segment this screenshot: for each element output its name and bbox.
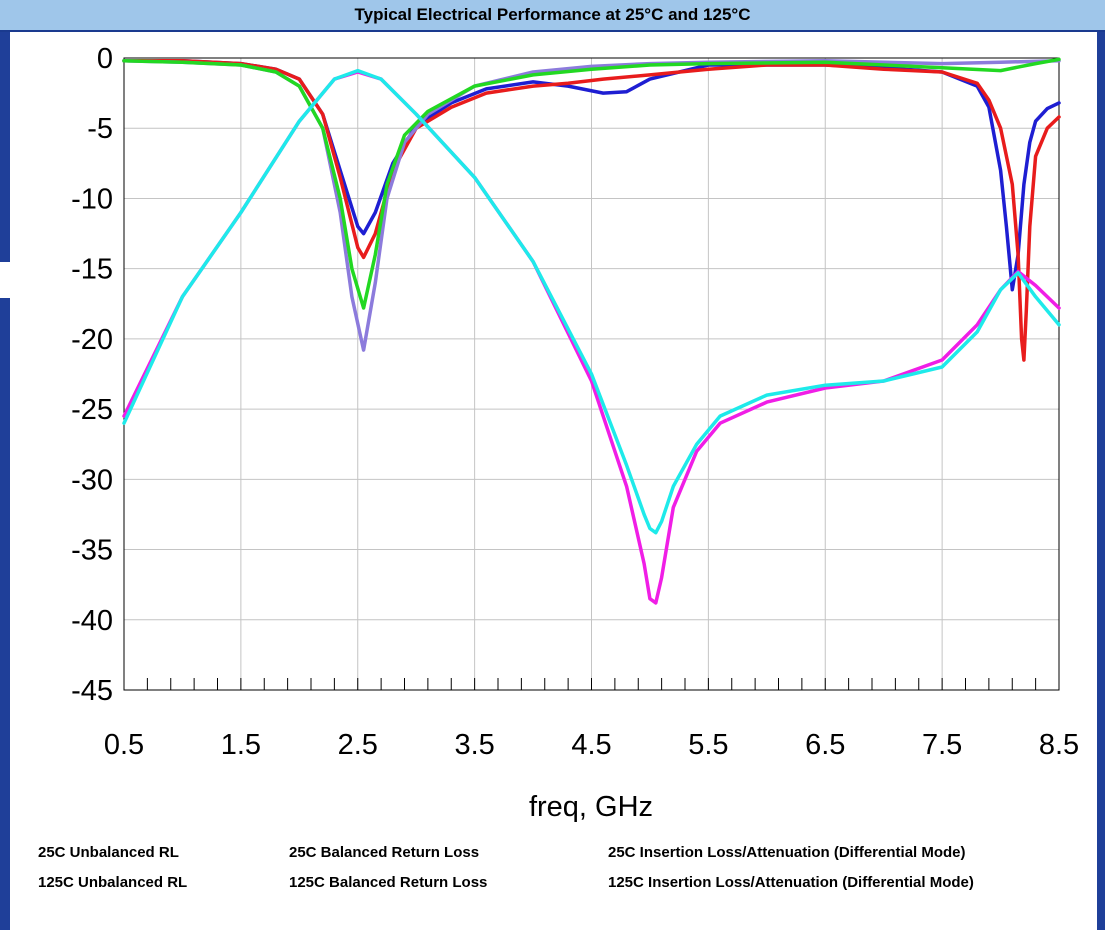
left-frame-stripe xyxy=(0,32,10,930)
legend-25c-balanced-return-loss: 25C Balanced Return Loss xyxy=(289,844,480,861)
y-tick-label: -40 xyxy=(71,605,113,637)
series-lines xyxy=(122,57,1061,605)
x-minor-ticks xyxy=(123,678,1060,690)
legend-125c-unbalanced-rl: 125C Unbalanced RL xyxy=(38,874,188,891)
y-tick-label: -30 xyxy=(71,464,113,496)
series-line-1 xyxy=(122,59,1061,362)
y-tick-label: -5 xyxy=(87,113,113,145)
x-tick-label: 4.5 xyxy=(571,729,611,761)
left-frame-gap xyxy=(0,262,10,298)
y-tick-label: -10 xyxy=(71,183,113,215)
x-axis-label: freq, GHz xyxy=(529,791,653,823)
x-tick-label: 7.5 xyxy=(922,729,962,761)
series-line-3 xyxy=(122,57,1061,310)
legend-25c-insertion-loss: 25C Insertion Loss/Attenuation (Differen… xyxy=(608,844,966,861)
legend-25c-unbalanced-rl: 25C Unbalanced RL xyxy=(38,844,179,861)
x-tick-label: 0.5 xyxy=(104,729,144,761)
x-tick-label: 8.5 xyxy=(1039,729,1079,761)
x-tick-label: 6.5 xyxy=(805,729,845,761)
y-tick-label: -25 xyxy=(71,394,113,426)
x-tick-label: 3.5 xyxy=(454,729,494,761)
y-tick-label: -15 xyxy=(71,254,113,286)
y-tick-label: -45 xyxy=(71,675,113,707)
y-tick-labels: 0 -5 -10 -15 -20 -25 -30 -35 -40 -45 xyxy=(71,43,113,707)
y-tick-label: 0 xyxy=(97,43,113,75)
x-tick-label: 1.5 xyxy=(221,729,261,761)
x-tick-label: 2.5 xyxy=(338,729,378,761)
y-tick-label: -20 xyxy=(71,324,113,356)
legend-125c-insertion-loss: 125C Insertion Loss/Attenuation (Differe… xyxy=(608,874,974,891)
x-tick-labels: 0.5 1.5 2.5 3.5 4.5 5.5 6.5 7.5 8.5 xyxy=(104,729,1079,761)
series-line-5 xyxy=(122,68,1061,535)
x-tick-label: 5.5 xyxy=(688,729,728,761)
right-frame-stripe xyxy=(1097,32,1105,930)
y-tick-label: -35 xyxy=(71,535,113,567)
legend-125c-balanced-return-loss: 125C Balanced Return Loss xyxy=(289,874,488,891)
chart-title: Typical Electrical Performance at 25°C a… xyxy=(0,0,1105,32)
